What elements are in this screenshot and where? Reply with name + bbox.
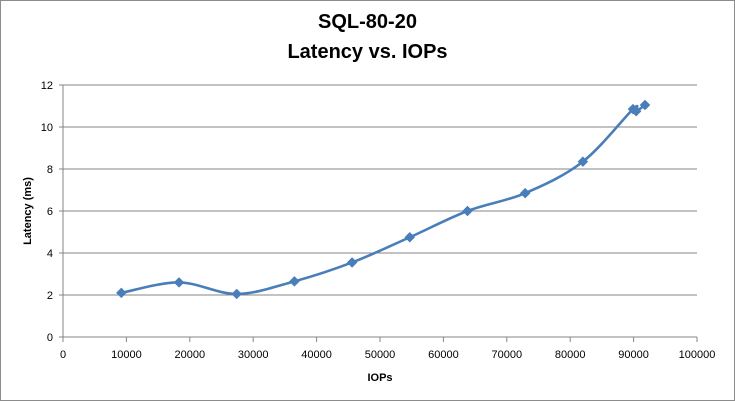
- data-point: [404, 231, 416, 243]
- x-tick-label: 90000: [618, 349, 649, 361]
- y-tick-label: 8: [47, 164, 53, 176]
- x-tick-label: 0: [60, 349, 66, 361]
- y-tick-label: 2: [47, 290, 53, 302]
- x-tick-label: 100000: [679, 349, 716, 361]
- x-tick-label: 70000: [492, 349, 523, 361]
- x-tick-label: 10000: [111, 349, 142, 361]
- series-line: [121, 103, 646, 296]
- data-point: [231, 288, 243, 300]
- x-tick-labels: 0 10000 20000 30000 40000 50000 60000 70000 8000…: [60, 349, 715, 361]
- data-point: [630, 105, 642, 117]
- chart-subtitle: Latency vs. IOPs: [287, 41, 448, 63]
- data-point: [289, 275, 300, 287]
- y-tick-label: 12: [41, 80, 53, 92]
- x-tick-label: 80000: [555, 349, 586, 361]
- data-point: [519, 187, 531, 199]
- chart-title: SQL-80-20: [318, 11, 417, 33]
- x-tick-label: 50000: [365, 349, 396, 361]
- axes: [59, 84, 698, 342]
- data-point: [346, 257, 358, 268]
- gridlines: [63, 84, 697, 296]
- y-tick-label: 6: [47, 206, 53, 218]
- y-tick-label: 4: [47, 248, 53, 260]
- y-tick-label: 0: [47, 332, 53, 344]
- y-tick-label: 10: [41, 122, 53, 134]
- series-latency: [115, 99, 651, 300]
- y-tick-labels: 0 2 4 6 8 10 12: [41, 80, 53, 344]
- x-tick-label: 30000: [238, 349, 269, 361]
- data-point: [115, 287, 127, 299]
- x-axis-label: IOPs: [367, 372, 392, 384]
- data-point: [639, 99, 651, 111]
- data-point: [577, 156, 589, 168]
- data-point: [173, 277, 185, 288]
- data-point: [462, 205, 473, 217]
- x-tick-label: 60000: [428, 349, 459, 361]
- x-tick-label: 40000: [301, 349, 332, 361]
- y-axis-label: Latency (ms): [22, 177, 34, 245]
- x-tick-label: 20000: [175, 349, 206, 361]
